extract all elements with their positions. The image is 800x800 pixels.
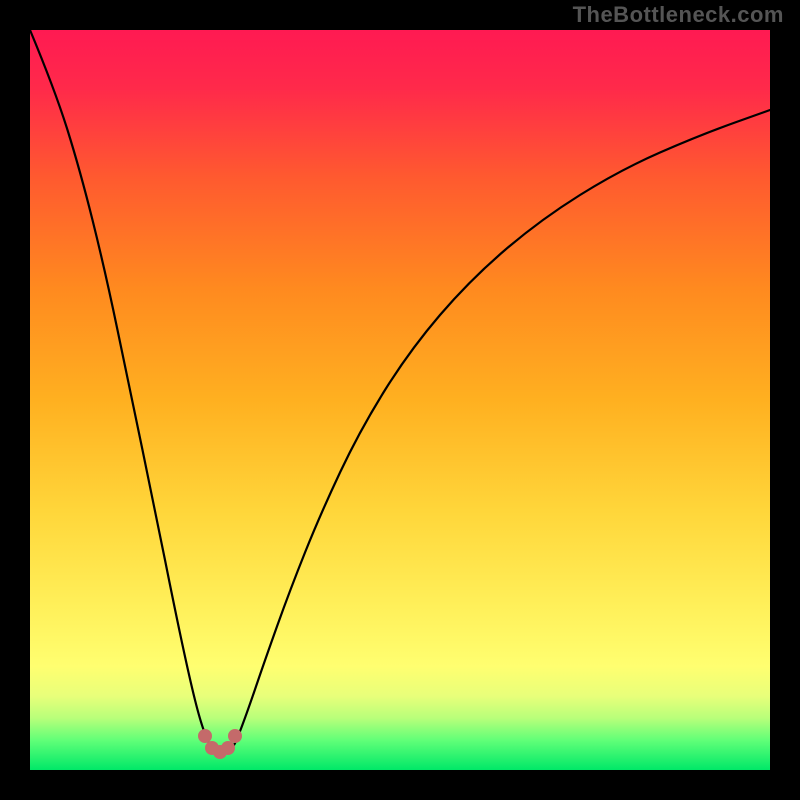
plot-background xyxy=(30,30,770,770)
watermark-text: TheBottleneck.com xyxy=(573,2,784,28)
notch-marker xyxy=(198,729,212,743)
notch-marker xyxy=(221,741,235,755)
chart-container: TheBottleneck.com xyxy=(0,0,800,800)
chart-svg xyxy=(0,0,800,800)
notch-marker xyxy=(228,729,242,743)
